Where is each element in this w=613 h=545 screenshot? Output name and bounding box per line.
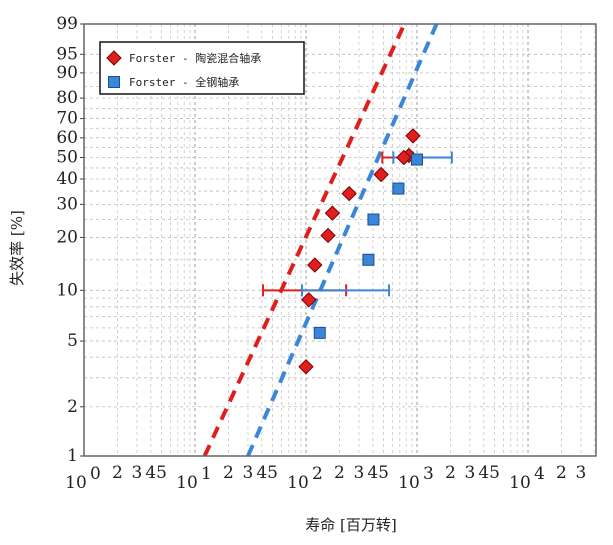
y-tick-label: 95 <box>56 44 78 64</box>
x-minor-tick-label: 5 <box>489 463 500 483</box>
y-tick-label: 80 <box>56 88 78 108</box>
x-tick-label: 10 <box>398 473 420 493</box>
x-minor-tick-label: 3 <box>243 463 254 483</box>
x-minor-tick-label: 4 <box>145 463 156 483</box>
data-point-diamond <box>301 292 317 308</box>
legend-marker-square <box>108 76 120 88</box>
x-minor-tick-label: 2 <box>223 463 234 483</box>
y-tick-label: 2 <box>67 397 78 417</box>
data-point-diamond <box>396 149 412 166</box>
x-tick-exponent: 1 <box>201 464 212 484</box>
x-axis-title: 寿命 [百万转] <box>305 516 396 534</box>
data-point-diamond <box>405 128 421 144</box>
y-tick-label: 70 <box>56 109 78 129</box>
x-tick-label: 10 <box>287 473 309 493</box>
data-point-square <box>313 326 326 339</box>
x-tick-label: 10 <box>509 473 531 493</box>
legend-label: Forster - 陶瓷混合轴承 <box>129 51 261 65</box>
y-tick-label: 1 <box>67 446 78 466</box>
x-tick-exponent: 3 <box>423 464 434 484</box>
x-minor-tick-label: 2 <box>112 463 123 483</box>
data-point-diamond <box>307 257 323 273</box>
y-tick-label: 30 <box>56 194 78 214</box>
x-minor-tick-label: 3 <box>354 463 365 483</box>
plot-frame <box>83 23 597 457</box>
y-tick-label: 60 <box>56 128 78 148</box>
x-tick-exponent: 0 <box>90 464 101 484</box>
x-minor-tick-label: 3 <box>576 463 587 483</box>
data-point-diamond <box>320 227 336 244</box>
y-axis-title: 失效率 [%] <box>8 210 26 286</box>
data-point-square <box>362 253 375 266</box>
data-point-diamond <box>298 359 314 375</box>
legend-layer: Forster - 陶瓷混合轴承 Forster - 全钢轴承 <box>99 41 305 95</box>
data-points-layer <box>298 128 423 375</box>
x-minor-tick-label: 2 <box>445 463 456 483</box>
x-minor-tick-label: 3 <box>465 463 476 483</box>
y-tick-label: 99 <box>56 14 78 34</box>
y-tick-label: 90 <box>56 63 78 83</box>
data-point-square <box>392 182 405 195</box>
x-tick-label: 10 <box>65 473 87 493</box>
x-minor-tick-label: 4 <box>256 463 267 483</box>
y-tick-label: 50 <box>56 148 78 168</box>
legend-label: Forster - 全钢轴承 <box>129 75 239 89</box>
data-point-diamond <box>341 185 357 202</box>
y-tick-label: 10 <box>56 280 78 300</box>
x-minor-tick-label: 3 <box>132 463 143 483</box>
x-tick-exponent: 2 <box>312 464 323 484</box>
x-minor-tick-label: 5 <box>267 463 278 483</box>
x-minor-tick-label: 4 <box>478 463 489 483</box>
data-point-diamond <box>324 205 341 221</box>
x-tick-exponent: 4 <box>534 464 545 484</box>
x-minor-tick-label: 2 <box>556 463 567 483</box>
legend-box <box>99 41 305 95</box>
x-minor-tick-label: 4 <box>367 463 378 483</box>
x-minor-tick-label: 2 <box>334 463 345 483</box>
x-tick-label: 10 <box>176 473 198 493</box>
y-tick-label: 20 <box>56 227 78 247</box>
y-tick-label: 40 <box>56 169 78 189</box>
x-minor-tick-label: 5 <box>378 463 389 483</box>
legend-marker-diamond <box>106 50 122 66</box>
data-point-diamond <box>373 166 389 183</box>
data-point-square <box>367 213 380 226</box>
x-minor-tick-label: 5 <box>156 463 167 483</box>
data-point-square <box>411 153 423 166</box>
y-tick-label: 5 <box>67 331 78 351</box>
